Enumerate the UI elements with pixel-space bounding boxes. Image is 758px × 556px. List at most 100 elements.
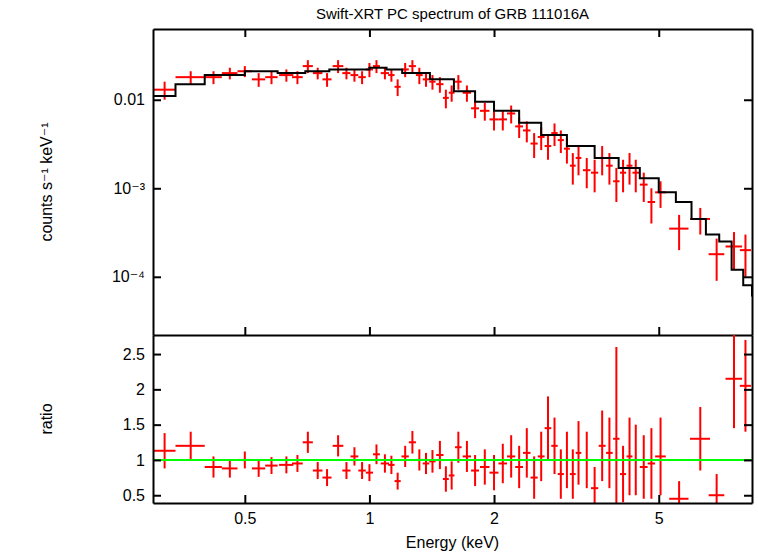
chart: 10⁻⁴10⁻³0.01Swift-XRT PC spectrum of GRB…: [0, 0, 758, 556]
y-error-bar: [608, 418, 610, 489]
y-error-bar: [578, 146, 580, 175]
y-error-bar: [317, 68, 319, 80]
point: [545, 396, 552, 460]
point: [627, 418, 633, 496]
y-error-bar: [493, 111, 495, 131]
point: [436, 441, 443, 469]
y-error-bar: [229, 459, 231, 477]
point: [558, 130, 564, 153]
point: [523, 121, 530, 142]
point: [222, 459, 238, 477]
point: [373, 60, 380, 73]
y-error-bar: [502, 111, 504, 131]
tick-mark: [494, 29, 496, 37]
y-error-bar: [345, 462, 347, 479]
y-error-bar: [716, 239, 718, 281]
point: [350, 69, 358, 81]
y-error-bar: [540, 432, 542, 481]
tick: 1.5: [123, 416, 161, 433]
y-error-bar: [622, 446, 624, 502]
data-points: [153, 60, 751, 281]
tick-mark: [369, 327, 371, 335]
tick: 1: [136, 452, 161, 469]
tick: [659, 29, 660, 37]
y-error-bar: [451, 85, 453, 101]
point: [498, 444, 507, 484]
point: [709, 239, 725, 281]
point: [648, 428, 655, 499]
point: [279, 69, 293, 81]
point: [576, 421, 582, 485]
y-error-bar: [526, 428, 528, 477]
tick-mark: [494, 327, 496, 335]
tick: [744, 425, 752, 426]
point: [531, 456, 538, 498]
y-error-bar: [397, 473, 399, 490]
y-error-bar: [431, 75, 433, 90]
y-error-bar: [678, 481, 680, 503]
point: [583, 158, 591, 188]
tick-mark: [244, 29, 246, 37]
tick-mark: [744, 424, 752, 426]
point: [429, 450, 435, 473]
point: [471, 101, 479, 119]
y-error-bar: [660, 418, 662, 496]
point: [395, 79, 401, 96]
y-error-bar: [368, 464, 370, 481]
y-error-bar: [307, 432, 309, 453]
point: [265, 71, 277, 84]
point: [463, 441, 471, 472]
point: [222, 68, 238, 80]
tick-label: 1: [136, 452, 145, 469]
y-error-bar: [190, 71, 192, 84]
y-error-bar: [418, 68, 420, 84]
tick-label: 1.5: [123, 416, 145, 433]
point: [443, 90, 449, 109]
y-error-bar: [699, 208, 701, 235]
y-error-bar: [404, 63, 406, 77]
x-axis: 0.5125: [154, 495, 753, 527]
point: [252, 460, 265, 477]
y-error-bar: [533, 133, 535, 158]
point: [480, 103, 489, 121]
y-error-bar: [578, 421, 580, 485]
point: [416, 68, 423, 84]
title: Swift-XRT PC spectrum of GRB 111016A: [316, 5, 589, 22]
point: [350, 447, 358, 465]
y-error-bar: [744, 235, 746, 277]
point: [632, 160, 639, 193]
tick: [659, 327, 660, 335]
y-error-bar: [560, 449, 562, 498]
y-error-bar: [258, 460, 260, 477]
tick: 2: [490, 495, 499, 527]
y-error-bar: [474, 101, 476, 119]
point: [515, 446, 523, 488]
point: [455, 432, 462, 463]
point: [342, 462, 350, 479]
point: [690, 407, 710, 471]
y-error-bar: [547, 396, 549, 460]
tick-mark: [153, 188, 161, 190]
y-error-bar: [390, 456, 392, 474]
tick: 1: [365, 495, 374, 527]
point: [613, 347, 619, 503]
tick: 2: [136, 381, 161, 398]
y-error-bar: [572, 449, 574, 498]
tick: 0.01: [114, 91, 161, 108]
tick: [494, 327, 495, 335]
point: [690, 208, 710, 235]
point: [640, 435, 648, 499]
point: [455, 75, 462, 90]
tick: [369, 29, 370, 37]
point: [669, 481, 688, 503]
point: [333, 435, 344, 456]
y-error-bar: [547, 136, 549, 160]
tick: 10⁻⁴: [112, 268, 161, 285]
point: [570, 449, 576, 498]
y-error-bar: [384, 454, 386, 472]
tick: [744, 100, 752, 101]
point: [523, 428, 530, 477]
y-error-bar: [411, 60, 413, 73]
axis-line: [752, 30, 754, 336]
y-error-bar: [164, 433, 166, 468]
